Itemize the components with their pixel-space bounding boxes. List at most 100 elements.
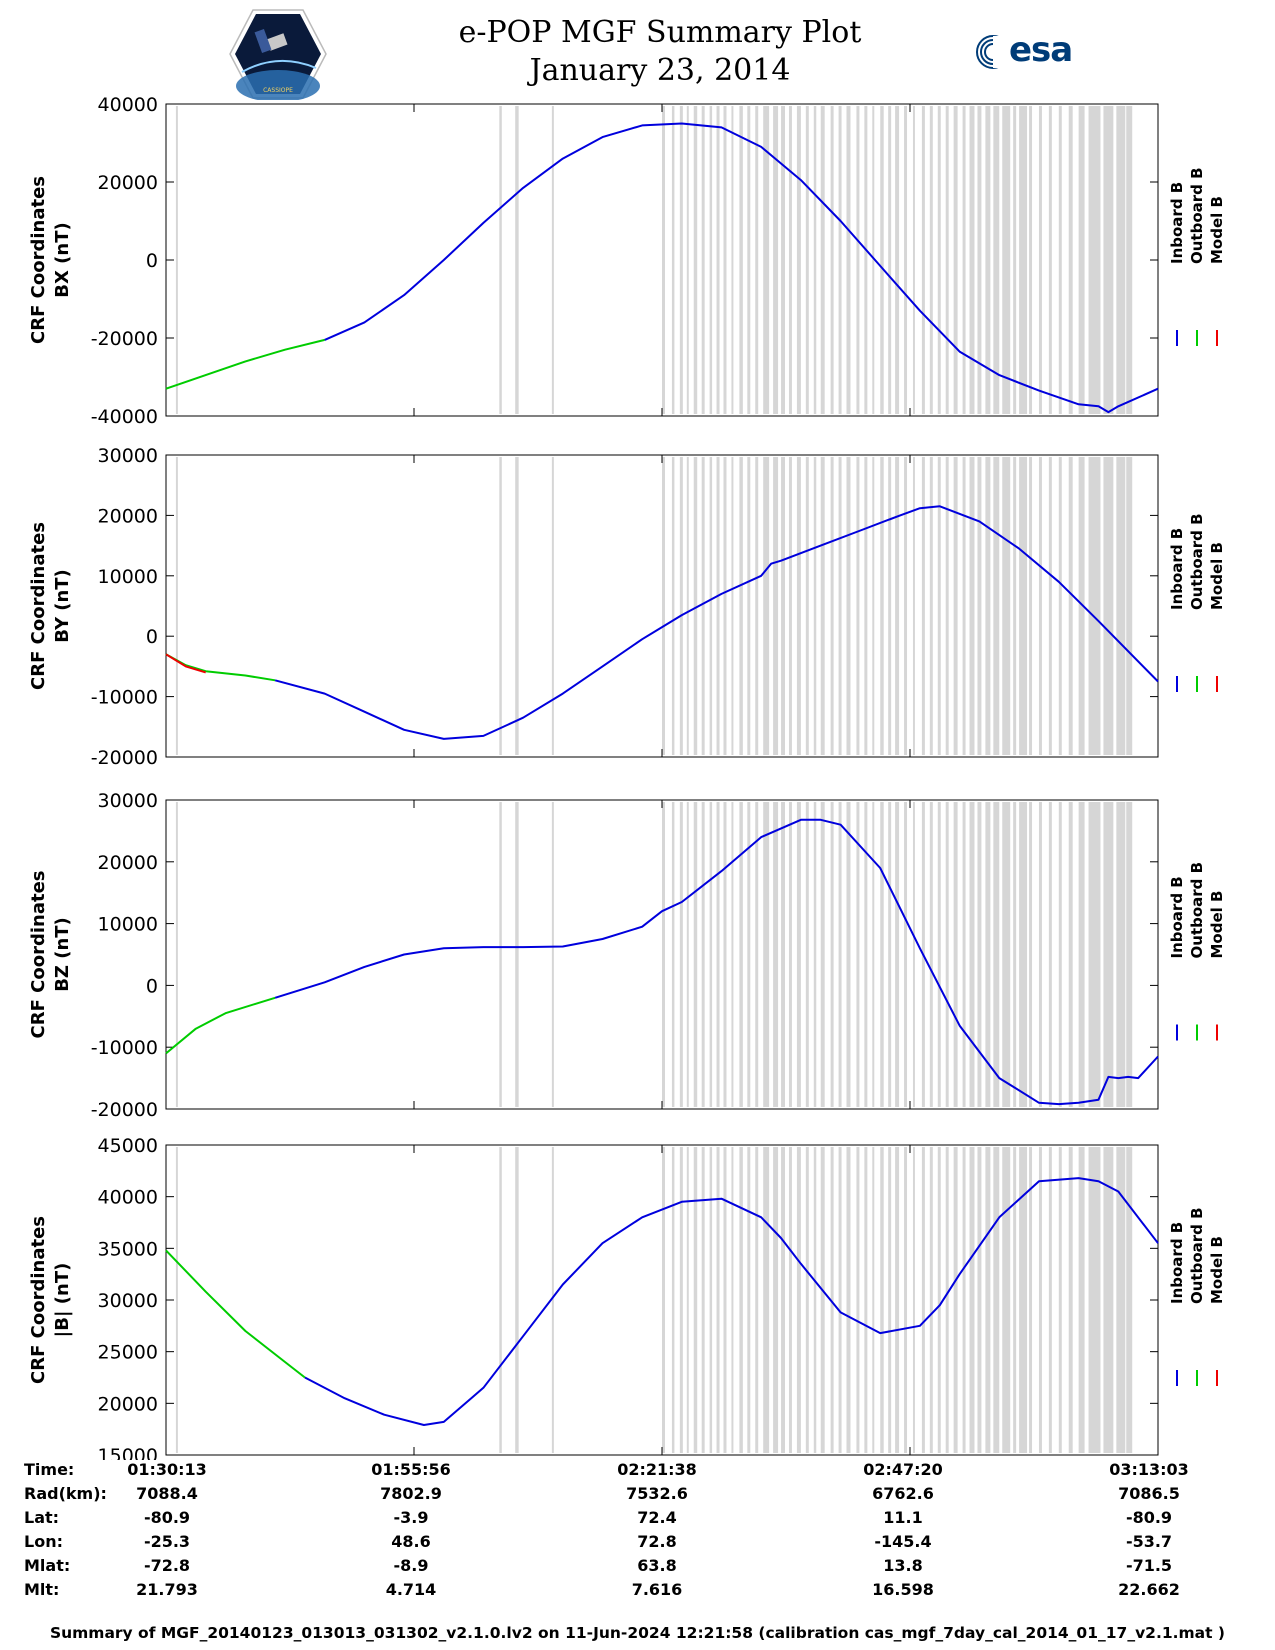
data-gap-band — [1058, 1147, 1062, 1453]
data-gap-band — [731, 457, 734, 755]
data-gap-band — [499, 106, 502, 414]
data-gap-band — [993, 457, 1000, 755]
data-gap-band — [723, 457, 727, 755]
data-gap-band — [1116, 106, 1126, 414]
data-gap-band — [747, 1147, 751, 1453]
data-gap-band — [977, 457, 982, 755]
data-gap-band — [763, 106, 770, 414]
data-gap-band — [929, 106, 933, 414]
data-gap-band — [880, 1147, 884, 1453]
data-gap-band — [662, 802, 665, 1107]
data-gap-band — [880, 457, 884, 755]
data-gap-band — [709, 802, 713, 1107]
data-gap-band — [813, 106, 817, 414]
data-gap-band — [888, 106, 892, 414]
data-gap-band — [796, 457, 801, 755]
data-gap-band — [701, 457, 705, 755]
data-gap-band — [686, 1147, 689, 1453]
data-gap-band — [796, 1147, 801, 1453]
data-gap-band — [763, 802, 770, 1107]
y-axis-label-line2: |B| (nT) — [52, 1263, 73, 1338]
data-gap-band — [929, 1147, 933, 1453]
data-gap-band — [846, 457, 851, 755]
y-axis-label: CRF Coordinates BY (nT) — [28, 522, 73, 690]
data-gap-band — [1029, 106, 1033, 414]
data-gap-band — [969, 802, 975, 1107]
esa-logo-text: esa — [1009, 30, 1073, 70]
data-gap-band — [1013, 106, 1017, 414]
data-gap-band — [709, 457, 713, 755]
legend-label: Inboard B — [1168, 528, 1186, 610]
y-tick-label: 20000 — [98, 505, 158, 527]
data-gap-band — [515, 802, 519, 1107]
legend-label: Outboard B — [1188, 1207, 1206, 1304]
data-gap-band — [820, 106, 825, 414]
data-gap-band — [701, 106, 705, 414]
ephemeris-value: 7088.4 — [136, 1484, 198, 1503]
y-tick-label: -10000 — [91, 687, 158, 709]
header: CASSIOPE e-POP MGF Summary Plot January … — [0, 0, 1275, 102]
data-gap-band — [969, 106, 975, 414]
ephemeris-value: -72.8 — [143, 1556, 191, 1575]
y-tick-label: -20000 — [91, 328, 158, 350]
data-gap-band — [945, 1147, 949, 1453]
ephemeris-value: 7532.6 — [626, 1484, 688, 1503]
ephemeris-row-label: Lat: — [24, 1508, 60, 1527]
data-gap-band — [755, 106, 759, 414]
data-gap-band — [499, 802, 502, 1107]
ephemeris-value: 7.616 — [631, 1580, 683, 1599]
data-gap-band — [864, 106, 868, 414]
data-gap-band — [820, 457, 825, 755]
data-gap-band — [1088, 106, 1101, 414]
data-gap-band — [969, 1147, 975, 1453]
data-gap-band — [912, 1147, 915, 1453]
y-axis-label-line1: CRF Coordinates — [28, 871, 49, 1039]
data-gap-band — [904, 802, 908, 1107]
data-gap-band — [1078, 802, 1085, 1107]
cassiope-logo: CASSIOPE — [228, 8, 328, 102]
data-gap-band — [796, 802, 801, 1107]
ephemeris-table: Time: Rad(km): Lat: Lon: Mlat: Mlt: 01:30:13 70… — [0, 1460, 1275, 1620]
data-gap-band — [716, 802, 720, 1107]
data-gap-band — [671, 106, 675, 414]
data-gap-band — [731, 802, 734, 1107]
ephemeris-value: -3.9 — [393, 1508, 429, 1527]
data-gap-band — [781, 106, 786, 414]
data-gap-band — [551, 106, 554, 414]
y-tick-label: 40000 — [98, 94, 158, 116]
data-gap-band — [830, 457, 834, 755]
data-gap-band — [686, 802, 689, 1107]
legend-label: Model B — [1208, 1236, 1226, 1304]
data-gap-band — [679, 1147, 683, 1453]
data-gap-band — [788, 802, 792, 1107]
data-gap-band — [993, 802, 1000, 1107]
panel-1: 40000 20000 0 -20000 -40000 CRF Coordinates BX… — [28, 94, 1226, 428]
data-gap-band — [1048, 802, 1052, 1107]
data-gap-band — [864, 457, 868, 755]
y-tick-label: -40000 — [91, 406, 158, 428]
y-axis-label-line1: CRF Coordinates — [28, 522, 49, 690]
y-axis-label-line2: BZ (nT) — [52, 917, 73, 992]
ephemeris-row-label: Lon: — [24, 1532, 63, 1551]
y-tick-label: 30000 — [98, 445, 158, 467]
y-axis-label-line2: BY (nT) — [52, 569, 73, 643]
data-gap-band — [888, 1147, 892, 1453]
y-axis-label: CRF Coordinates BZ (nT) — [28, 871, 73, 1039]
data-gap-band — [830, 106, 834, 414]
ephemeris-value: 7086.5 — [1118, 1484, 1180, 1503]
data-gap-band — [937, 457, 941, 755]
y-tick-label: 40000 — [98, 1187, 158, 1209]
y-tick-label: 30000 — [98, 1290, 158, 1312]
data-gap-band — [671, 457, 675, 755]
data-gap-band — [1126, 106, 1133, 414]
data-gap-band — [1038, 106, 1042, 414]
data-gap-band — [1078, 106, 1085, 414]
data-gap-band — [904, 457, 908, 755]
series-line-outboard-b — [165, 1249, 306, 1379]
data-gap-band — [1002, 802, 1011, 1107]
ephemeris-value: 11.1 — [883, 1508, 923, 1527]
data-gap-band — [895, 457, 900, 755]
data-gap-band — [671, 802, 675, 1107]
data-gap-band — [985, 802, 991, 1107]
